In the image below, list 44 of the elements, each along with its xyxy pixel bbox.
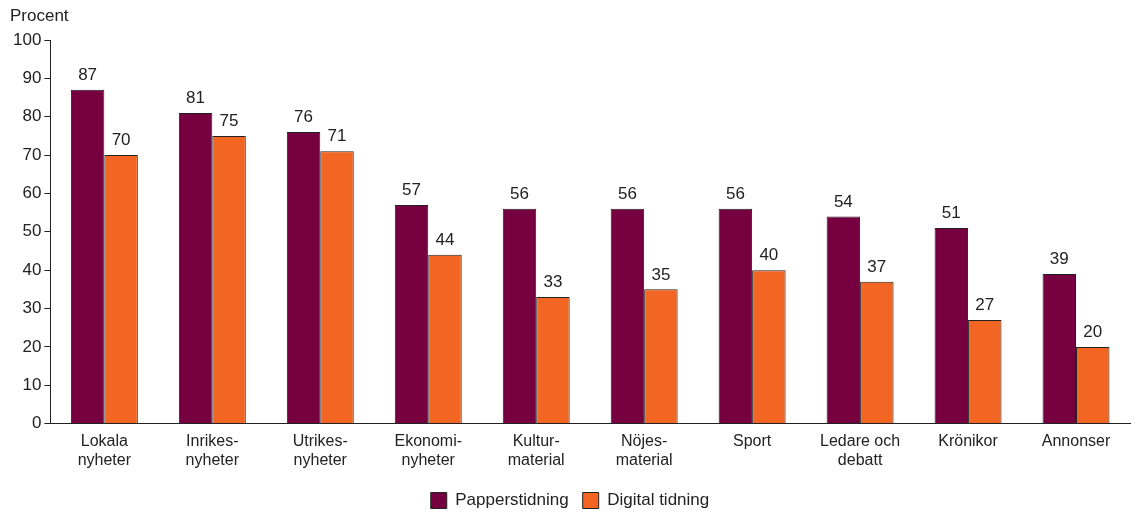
x-tick-label: Utrikes- nyheter [292,431,348,468]
legend-label: Digital tidning [607,490,710,510]
y-tick-label: 80 [22,106,42,126]
data-label: 39 [1049,249,1069,269]
data-label: 33 [543,272,563,292]
data-label: 81 [186,88,206,108]
x-tick-label: Krönikor [938,431,999,449]
data-label: 71 [327,126,347,146]
data-label: 37 [867,256,887,276]
data-label: 40 [759,245,779,265]
data-label: 27 [975,295,995,315]
data-label: 35 [651,264,671,284]
data-label: 57 [402,180,421,200]
x-tick-label: Inrikes- nyheter [185,431,240,468]
x-tick-label: Nöjes- material [615,431,673,468]
data-label: 76 [294,107,313,127]
y-tick-label: 10 [22,374,42,394]
y-tick-label: 30 [22,298,42,318]
data-label: 56 [725,183,745,203]
x-tick-label: Lokala nyheter [77,431,132,468]
y-tick-label: 40 [22,259,42,279]
x-tick-label: Kultur- material [507,431,565,468]
y-tick-label: 70 [22,144,42,164]
y-axis-title: Procent [10,6,69,26]
data-label: 75 [219,111,239,131]
y-tick-label: 60 [22,183,42,203]
x-tick-label: Ekonomi- nyheter [394,431,463,468]
x-tick-label: Annonser [1041,431,1111,449]
y-tick-label: 0 [31,413,42,433]
x-tick-label: Ledare och debatt [820,431,901,468]
data-label: 51 [941,203,961,223]
legend-label: Papperstidning [455,490,569,510]
data-label: 54 [833,191,853,211]
y-tick-label: 20 [22,336,42,356]
data-label: 56 [510,183,529,203]
y-tick-label: 100 [12,29,42,49]
data-label: 44 [435,230,455,249]
data-label: 70 [111,130,131,150]
x-tick-label: Sport [733,431,772,449]
data-label: 87 [78,65,98,85]
y-tick-label: 90 [22,68,42,88]
data-label: 56 [617,183,637,203]
y-tick-label: 50 [22,221,42,241]
data-label: 20 [1083,322,1103,342]
